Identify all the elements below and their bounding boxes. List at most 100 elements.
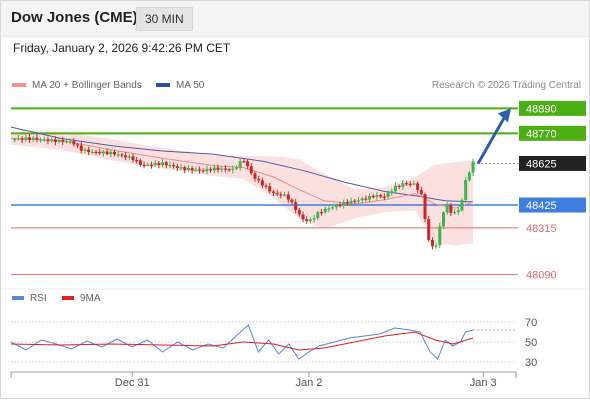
level-tag-48315: 48315 [526,223,557,235]
ma20-line [10,138,474,209]
candle-body [83,149,87,151]
candle-body [24,137,28,140]
candle-body [305,219,309,222]
candle-body [271,191,275,193]
candle-body [375,195,379,198]
candle-body [131,156,135,161]
candle-body [397,185,401,188]
candle-body [157,163,161,166]
legend-ma20: MA 20 + Bollinger Bands [12,80,142,91]
candle-body [42,139,46,141]
candle-body [312,218,316,220]
candle-body [360,198,364,201]
candle-body [35,137,39,140]
candle-body [334,204,338,208]
candle-body [427,219,431,240]
candle-body [442,212,446,227]
x-tick-label: Dec 31 [115,377,150,389]
candle-body [16,138,20,140]
candle-body [79,145,83,151]
level-label: 48425 [526,200,557,212]
candle-body [164,162,168,166]
candle-body [316,212,320,219]
level-tag-bg [519,155,586,171]
candle-body [323,209,327,213]
candle-body [301,214,305,220]
candle-body [113,151,117,155]
candle-body [445,205,449,213]
candle-body [190,168,194,171]
level-tag-48890: 48890 [519,100,586,116]
x-tick-label: Jan 3 [470,377,497,389]
legend-rsi: RSI [12,293,47,304]
candle-body [294,202,298,211]
candle-body [464,180,468,200]
legend-rsi-swatch [12,296,24,301]
candle-body [105,151,109,155]
level-tag-48770: 48770 [519,125,586,141]
level-tag-bg [519,197,586,213]
candle-body [320,212,324,214]
candle-body [268,186,272,192]
candle-body [153,163,157,166]
level-label: 48890 [526,103,557,115]
level-label: 48090 [526,270,557,282]
candle-body [201,170,205,172]
candle-body [31,137,35,140]
candle-body [223,168,227,170]
candle-body [290,199,294,203]
candle-body [382,196,386,198]
candle-body [423,194,427,220]
candle-body [434,245,438,247]
candle-body [257,178,261,181]
candle-body [220,168,224,170]
candles [13,134,475,250]
candle-body [460,199,464,211]
candle-body [127,156,131,158]
level-tag-48625: 48625 [519,155,586,171]
candle-body [109,151,113,155]
candle-body [386,192,390,197]
candle-body [87,149,91,153]
candle-body [401,183,405,187]
candle-body [61,139,65,142]
rsi-line [10,324,474,360]
candle-body [135,160,139,162]
candle-body [216,167,220,170]
candle-body [379,195,383,197]
candle-body [453,211,457,214]
legend-9ma: 9MA [62,293,101,304]
candle-body [46,139,50,142]
candle-body [264,185,268,187]
legend-9ma-label: 9MA [80,293,101,304]
candle-body [227,169,231,171]
legend-ma50-swatch [156,83,170,88]
candle-body [198,169,202,171]
candle-body [57,139,61,143]
candle-body [331,207,335,209]
level-tag-48090: 48090 [526,270,557,282]
candle-body [438,226,442,246]
candle-body [456,210,460,212]
level-label: 48625 [526,158,557,170]
rsi-tick-label: 30 [525,357,537,369]
timeframe-badge[interactable]: 30 MIN [136,7,193,31]
candle-body [327,208,331,210]
legend-ma50: MA 50 [156,80,204,91]
legend-ma20-label: MA 20 + Bollinger Bands [32,80,142,91]
candle-body [161,162,165,166]
candle-body [212,167,216,171]
candle-body [238,161,242,168]
candle-body [393,185,397,192]
candle-body [449,205,453,213]
candle-body [242,161,246,163]
chart-header: Dow Jones (CME) 30 MIN [0,0,590,37]
rsi-ma-line [10,331,474,351]
candle-body [371,195,375,198]
bollinger-band-fill [11,131,474,246]
candle-body [179,167,183,169]
candle-body [416,183,420,190]
candle-body [390,191,394,193]
candle-body [405,183,409,185]
